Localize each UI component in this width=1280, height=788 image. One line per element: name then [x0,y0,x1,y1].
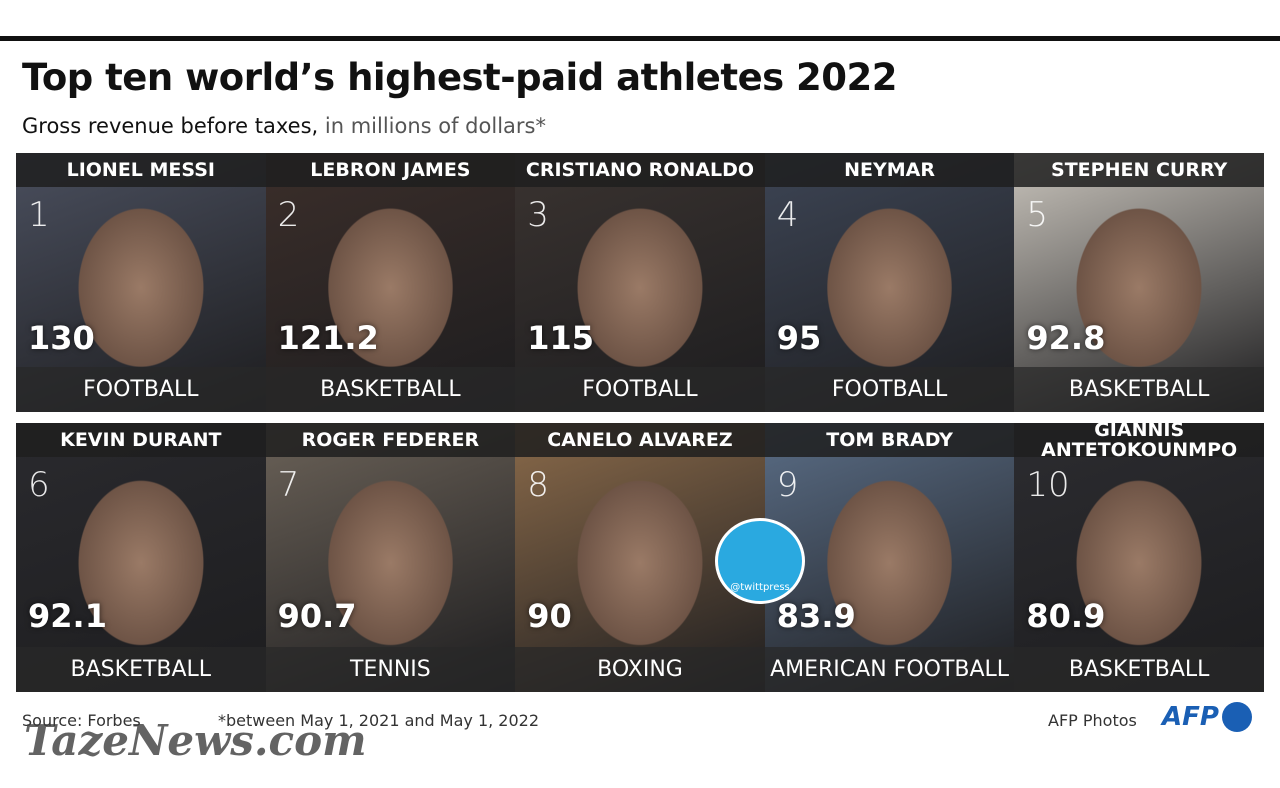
athlete-card: ROGER FEDERER 7 90.7 TENNIS [265,423,516,692]
subtitle-main: Gross revenue before taxes, [22,114,319,138]
sport: TENNIS [265,647,516,692]
sport: BASKETBALL [1014,367,1264,412]
rank: 3 [527,195,549,235]
earnings: 121.2 [277,319,379,357]
earnings: 90.7 [277,597,357,635]
rank: 1 [28,195,50,235]
athlete-card: LIONEL MESSI 1 130 FOOTBALL [16,153,266,412]
athlete-name: STEPHEN CURRY [1014,153,1264,187]
athlete-card: KEVIN DURANT 6 92.1 BASKETBALL [16,423,266,692]
logo-text: AFP [1162,702,1219,732]
logo-dot [1221,702,1252,732]
earnings: 95 [776,319,822,357]
sport: FOOTBALL [16,367,266,412]
athlete-name: LEBRON JAMES [265,153,516,187]
athlete-card: NEYMAR 4 95 FOOTBALL [764,153,1015,412]
earnings: 90 [527,597,572,635]
row: KEVIN DURANT 6 92.1 BASKETBALL ROGER FEDERER… [16,423,1264,692]
athlete-card: CRISTIANO RONALDO 3 115 FOOTBALL [515,153,765,412]
earnings: 115 [527,319,594,357]
earnings: 92.1 [28,597,107,635]
source: Source: Forbes [22,711,141,730]
earnings: 83.9 [776,597,856,635]
footnote: *between May 1, 2021 and May 1, 2022 [218,711,540,730]
rank: 5 [1026,195,1049,235]
earnings: 92.8 [1026,319,1106,357]
rank: 9 [776,465,799,505]
sport: AMERICAN FOOTBALL [764,647,1015,692]
sport: BASKETBALL [1014,647,1264,692]
athlete-card: GIANNIS ANTETOKOUNMPO 10 80.9 BASKETBALL [1014,423,1264,692]
rank: 6 [28,465,50,505]
rank: 8 [527,465,549,505]
subtitle-unit: in millions of dollars* [324,114,546,138]
athlete-name: CANELO ALVAREZ [515,423,765,457]
athlete-name: KEVIN DURANT [16,423,266,457]
athlete-card: TOM BRADY 9 83.9 AMERICAN FOOTBALL [764,423,1015,692]
rank: 7 [277,465,300,505]
athlete-name: NEYMAR [764,153,1015,187]
rank: 10 [1026,465,1070,505]
sport: BASKETBALL [265,367,516,412]
athlete-card: STEPHEN CURRY 5 92.8 BASKETBALL [1014,153,1264,412]
sport: BOXING [515,647,765,692]
sport: FOOTBALL [764,367,1015,412]
watermark-badge: @twittpress [715,518,805,604]
sport: FOOTBALL [515,367,765,412]
athlete-name: CRISTIANO RONALDO [515,153,765,187]
athlete-name: GIANNIS ANTETOKOUNMPO [1014,423,1264,460]
afp-logo: AFP [1162,702,1252,732]
athlete-card: LEBRON JAMES 2 121.2 BASKETBALL [265,153,516,412]
athlete-name: ROGER FEDERER [265,423,516,457]
title: Top ten world’s highest-paid athletes 20… [22,56,898,99]
earnings: 130 [28,319,95,357]
photo-credit: AFP Photos [1048,711,1137,730]
row: LIONEL MESSI 1 130 FOOTBALL LEBRON JAMES 2 121… [16,153,1264,412]
earnings: 80.9 [1026,597,1106,635]
top-rule [0,36,1280,41]
athlete-name: LIONEL MESSI [16,153,266,187]
athlete-name: TOM BRADY [764,423,1015,457]
rank: 2 [277,195,300,235]
rank: 4 [776,195,799,235]
subtitle: Gross revenue before taxes, in millions … [22,114,546,138]
sport: BASKETBALL [16,647,266,692]
watermark: TazeNews.com [24,716,367,765]
